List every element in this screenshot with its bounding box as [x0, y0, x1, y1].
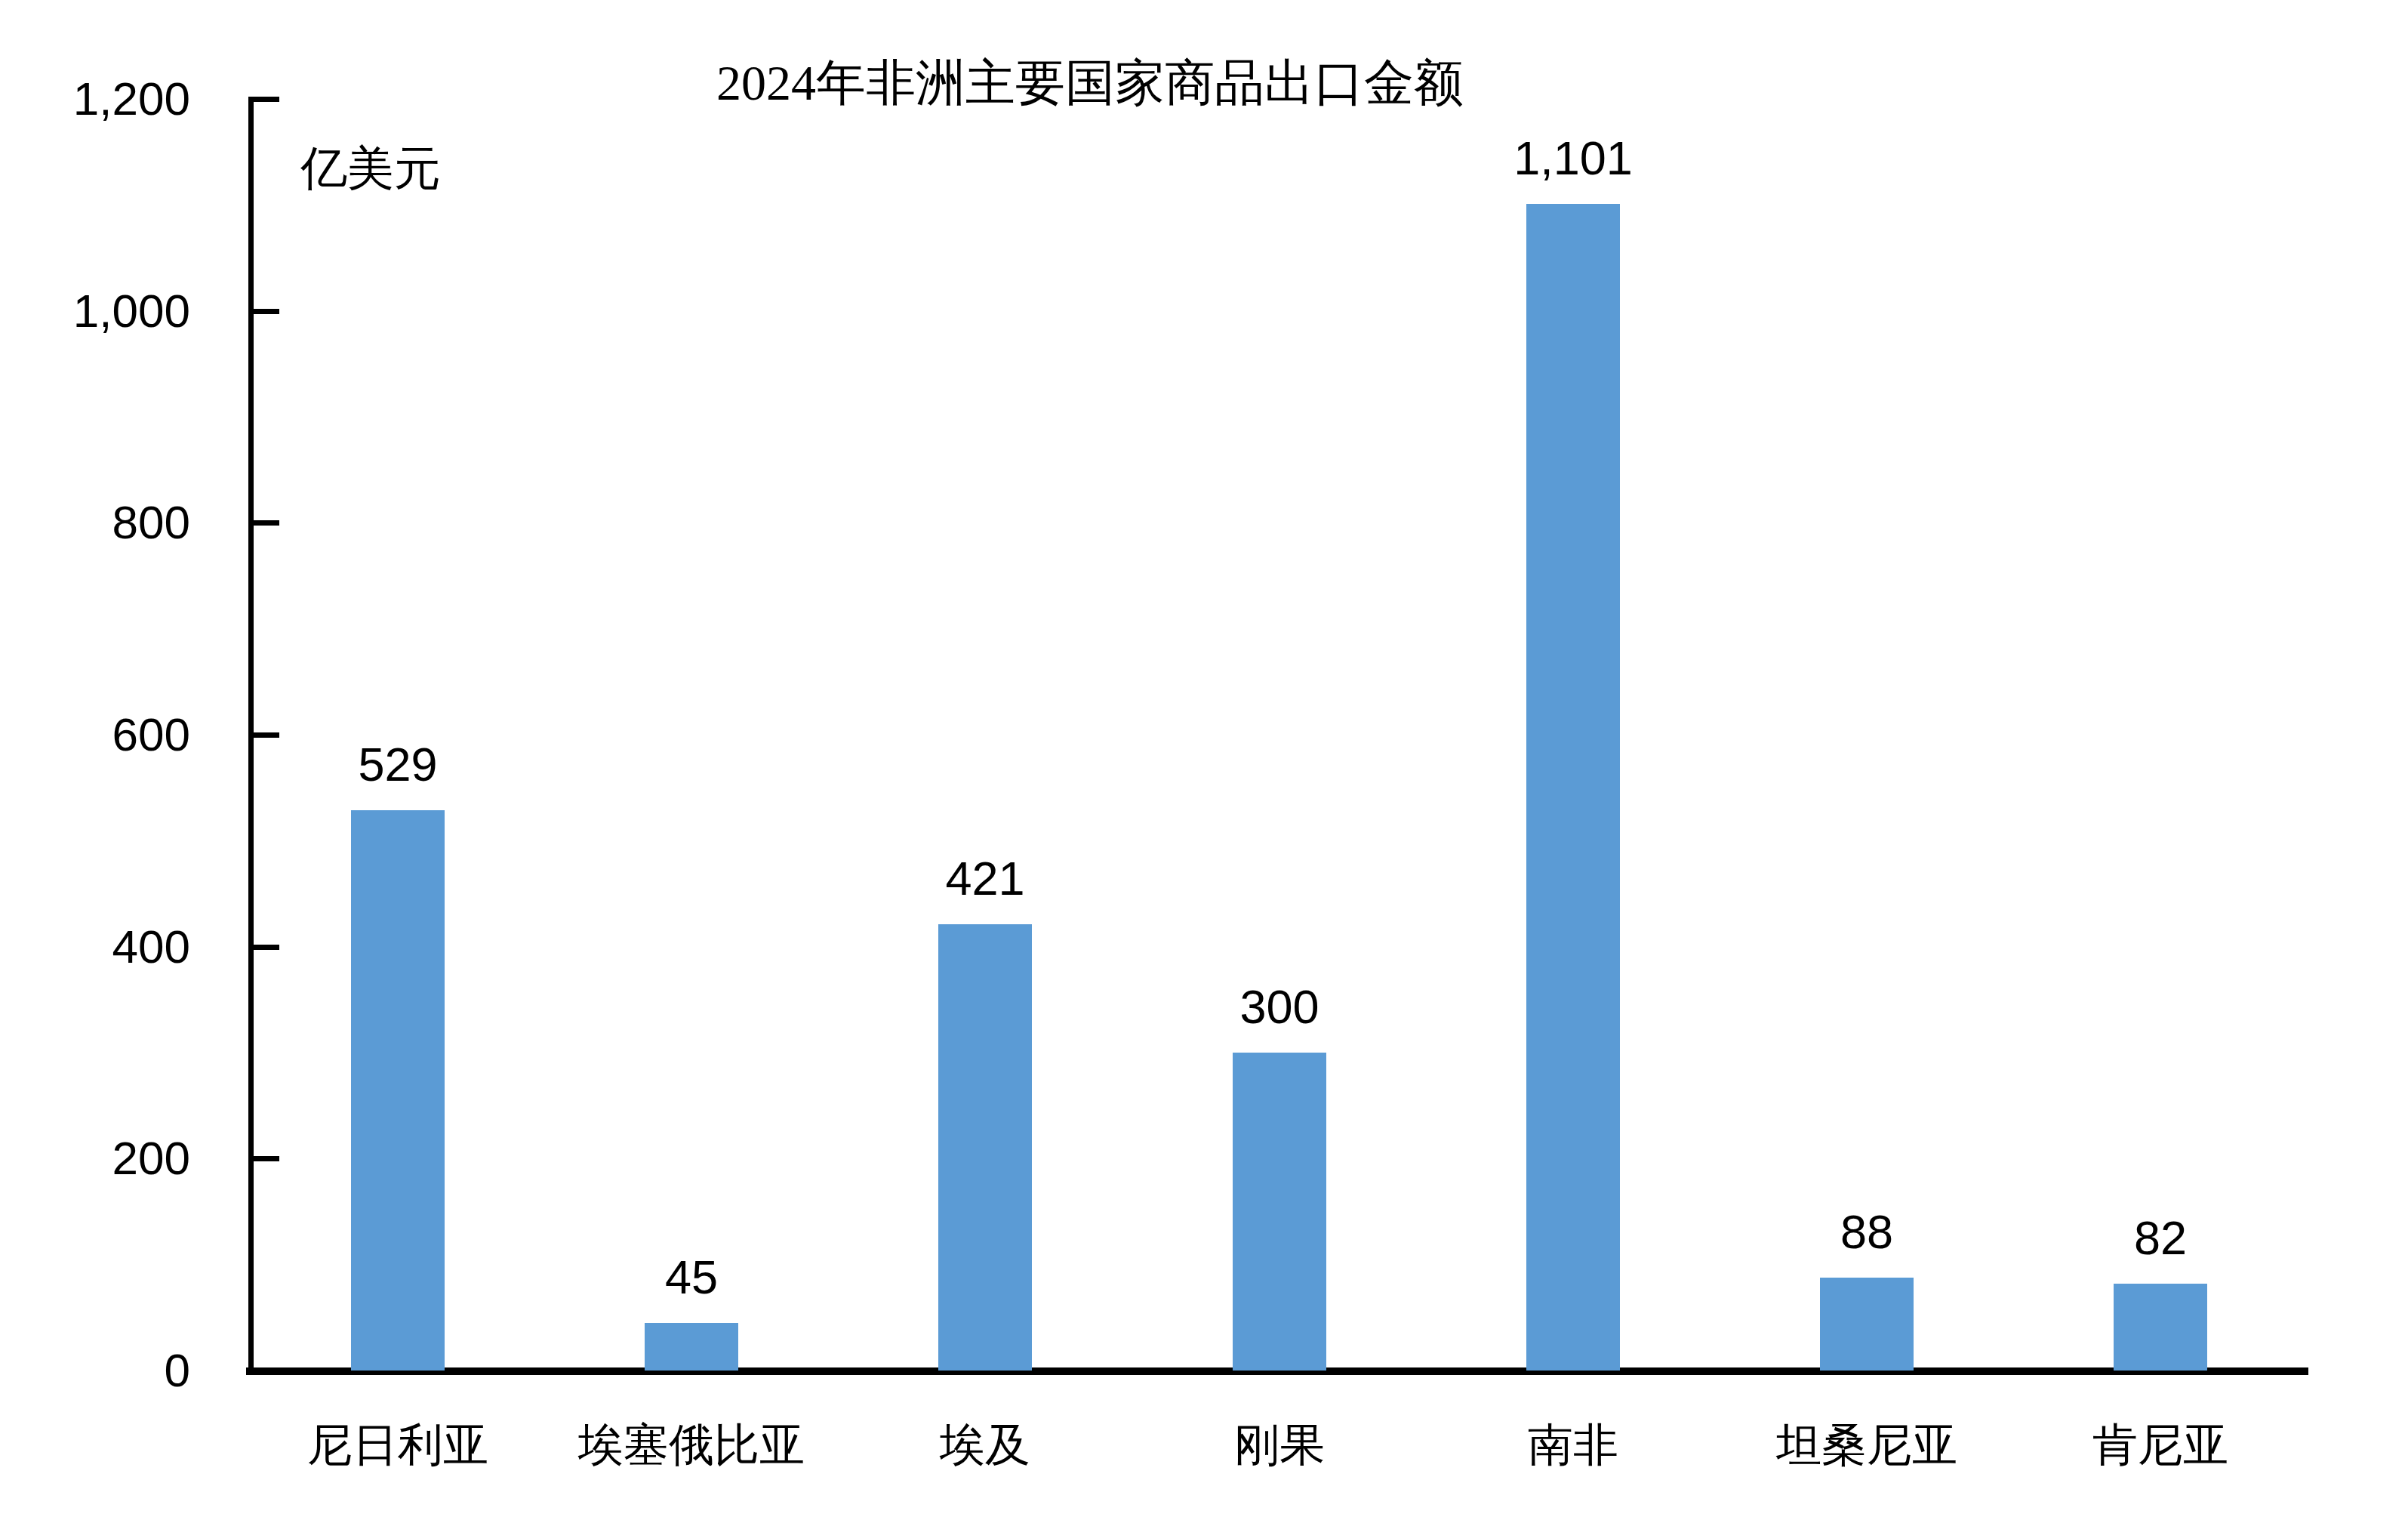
- bar: [938, 924, 1032, 1371]
- y-tick-mark: [251, 309, 279, 314]
- bar-value-label: 529: [262, 735, 534, 794]
- category-label: 南非: [1430, 1414, 1717, 1477]
- bar-value-label: 300: [1144, 977, 1415, 1036]
- bar-value-label: 82: [2025, 1208, 2296, 1267]
- category-label: 刚果: [1136, 1414, 1423, 1477]
- bar: [1526, 204, 1620, 1371]
- bar-value-label: 45: [556, 1247, 827, 1306]
- category-label: 肯尼亚: [2017, 1414, 2304, 1477]
- bar: [645, 1323, 738, 1371]
- y-axis-unit-label: 亿美元: [300, 134, 602, 202]
- y-tick-label: 600: [0, 706, 190, 763]
- bar-value-label: 1,101: [1437, 128, 1709, 187]
- y-tick-mark: [251, 97, 279, 102]
- category-label: 埃及: [842, 1414, 1129, 1477]
- y-tick-mark: [251, 520, 279, 526]
- category-label: 埃塞俄比亚: [548, 1414, 835, 1477]
- chart-title: 2024年非洲主要国家商品出口金额: [524, 44, 1656, 122]
- bar-value-label: 88: [1731, 1202, 2003, 1261]
- category-label: 尼日利亚: [254, 1414, 541, 1477]
- bar: [351, 810, 445, 1371]
- bar: [1820, 1278, 1914, 1371]
- bar-value-label: 421: [849, 849, 1121, 908]
- bar: [2114, 1284, 2207, 1371]
- y-tick-label: 1,000: [0, 282, 190, 340]
- bar-chart-canvas: 2024年非洲主要国家商品出口金额 亿美元 0 200 400 600 800 1,000…: [0, 0, 2408, 1517]
- y-tick-mark: [251, 945, 279, 950]
- y-tick-label: 800: [0, 494, 190, 551]
- category-label: 坦桑尼亚: [1723, 1414, 2010, 1477]
- y-tick-label: 400: [0, 918, 190, 976]
- y-tick-label: 1,200: [0, 70, 190, 128]
- y-tick-label: 200: [0, 1130, 190, 1187]
- y-tick-label: 0: [0, 1342, 190, 1399]
- y-tick-mark: [251, 1156, 279, 1161]
- bar: [1233, 1053, 1326, 1371]
